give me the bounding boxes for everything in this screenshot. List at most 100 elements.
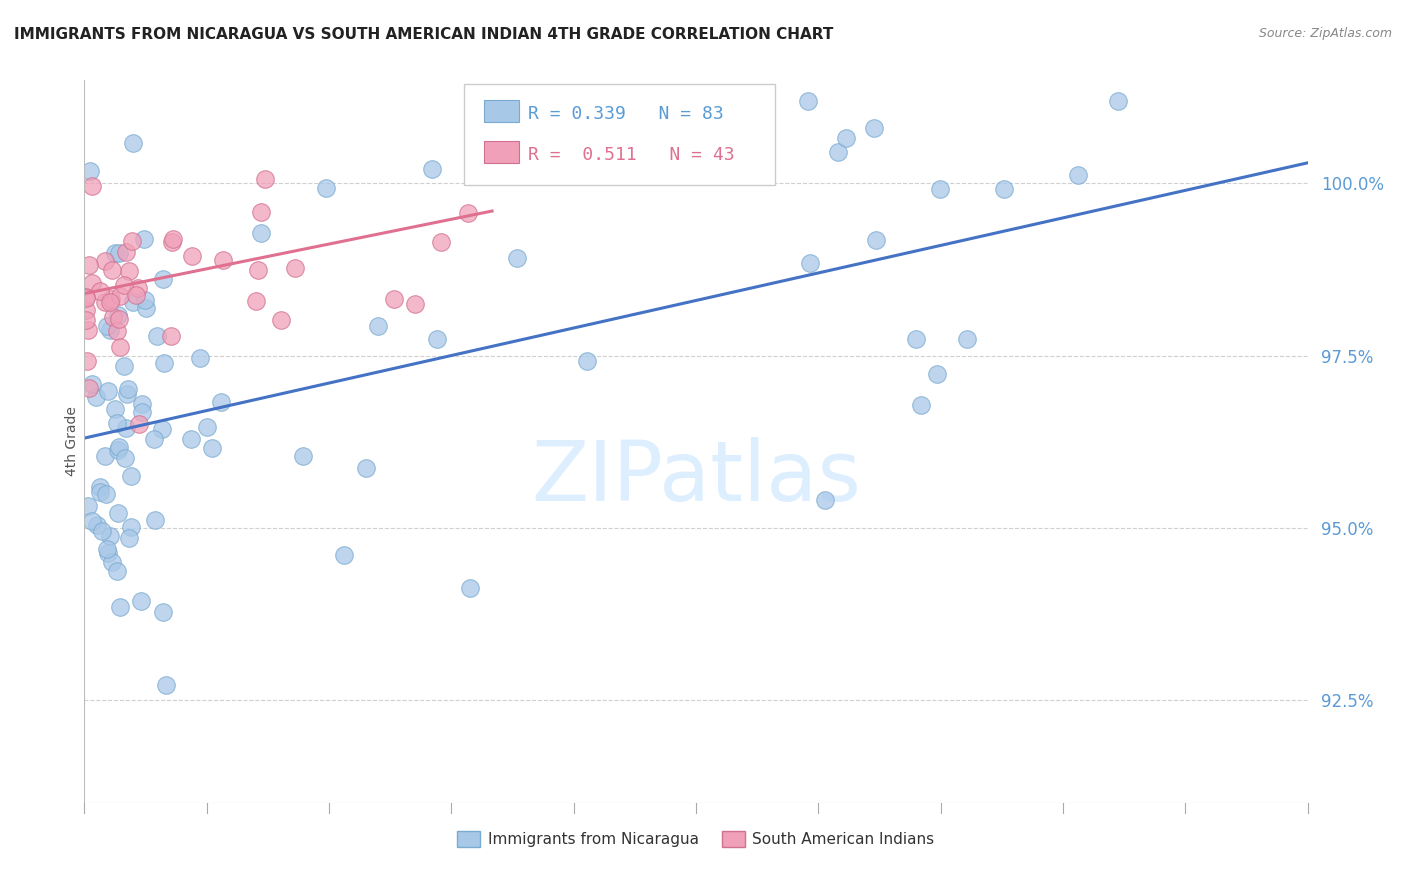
Point xyxy=(332,548,354,562)
Point xyxy=(107,442,129,457)
Point xyxy=(105,324,128,338)
Point xyxy=(143,513,166,527)
Point xyxy=(135,301,157,315)
Point xyxy=(834,130,856,145)
Point xyxy=(82,376,104,391)
Point xyxy=(94,449,117,463)
Point xyxy=(865,233,887,247)
Point xyxy=(209,394,232,409)
Point xyxy=(98,323,121,337)
Point xyxy=(105,564,128,578)
Point xyxy=(250,226,273,240)
Point xyxy=(76,354,98,368)
Point xyxy=(77,499,100,513)
Point xyxy=(814,492,837,507)
Point xyxy=(80,179,103,194)
Point xyxy=(354,461,377,475)
Point xyxy=(152,272,174,286)
Point xyxy=(120,468,142,483)
Point xyxy=(576,353,599,368)
Point xyxy=(245,293,267,308)
Point xyxy=(100,292,122,306)
Point xyxy=(110,289,132,303)
Point xyxy=(94,487,117,501)
Point xyxy=(108,245,131,260)
Point xyxy=(131,397,153,411)
Point xyxy=(180,249,202,263)
Point xyxy=(160,328,183,343)
Point xyxy=(84,390,107,404)
Point xyxy=(89,480,111,494)
Point xyxy=(115,386,138,401)
Point xyxy=(197,420,219,434)
Point xyxy=(797,94,820,108)
Point xyxy=(929,182,952,196)
Point xyxy=(108,599,131,614)
Point xyxy=(1108,94,1130,108)
Point xyxy=(315,180,337,194)
Point xyxy=(863,121,886,136)
Text: R = 0.339   N = 83: R = 0.339 N = 83 xyxy=(529,104,724,122)
Point xyxy=(956,332,979,346)
Point xyxy=(131,405,153,419)
Point xyxy=(152,606,174,620)
Point xyxy=(97,546,120,560)
Point xyxy=(367,318,389,333)
Point xyxy=(426,332,449,346)
Point xyxy=(115,421,138,435)
Point xyxy=(127,281,149,295)
Point xyxy=(118,264,141,278)
Point xyxy=(128,417,150,432)
Point xyxy=(108,340,131,354)
Point xyxy=(404,296,426,310)
Point xyxy=(124,288,146,302)
Point xyxy=(77,322,100,336)
Point xyxy=(117,382,139,396)
Point xyxy=(1067,168,1090,182)
Point xyxy=(211,252,233,267)
Point xyxy=(94,254,117,268)
Point xyxy=(121,136,143,150)
Point xyxy=(382,292,405,306)
Point xyxy=(270,313,292,327)
Point xyxy=(96,319,118,334)
Point xyxy=(122,294,145,309)
Point xyxy=(91,524,114,539)
Point xyxy=(799,256,821,270)
Point xyxy=(460,581,482,595)
Point xyxy=(180,432,202,446)
Point xyxy=(98,294,121,309)
FancyBboxPatch shape xyxy=(484,100,519,122)
Point xyxy=(993,182,1015,196)
Point xyxy=(79,163,101,178)
Point xyxy=(89,284,111,298)
Point xyxy=(104,401,127,416)
Point xyxy=(430,235,453,250)
Point xyxy=(96,542,118,557)
Point xyxy=(292,449,315,463)
Point xyxy=(75,312,97,326)
Point xyxy=(101,263,124,277)
Point xyxy=(250,204,273,219)
Point xyxy=(104,245,127,260)
Point xyxy=(188,351,211,365)
FancyBboxPatch shape xyxy=(484,141,519,163)
Point xyxy=(506,251,529,265)
FancyBboxPatch shape xyxy=(464,84,776,185)
Legend: Immigrants from Nicaragua, South American Indians: Immigrants from Nicaragua, South America… xyxy=(451,825,941,853)
Y-axis label: 4th Grade: 4th Grade xyxy=(65,407,79,476)
Point xyxy=(107,506,129,520)
Point xyxy=(150,422,173,436)
Point xyxy=(246,263,269,277)
Point xyxy=(112,278,135,293)
Point xyxy=(160,235,183,249)
Point xyxy=(129,594,152,608)
Point xyxy=(162,232,184,246)
Point xyxy=(80,276,103,290)
Point xyxy=(121,234,143,248)
Point xyxy=(146,328,169,343)
Point xyxy=(114,245,136,260)
Point xyxy=(155,678,177,692)
Point xyxy=(80,514,103,528)
Point xyxy=(457,205,479,219)
